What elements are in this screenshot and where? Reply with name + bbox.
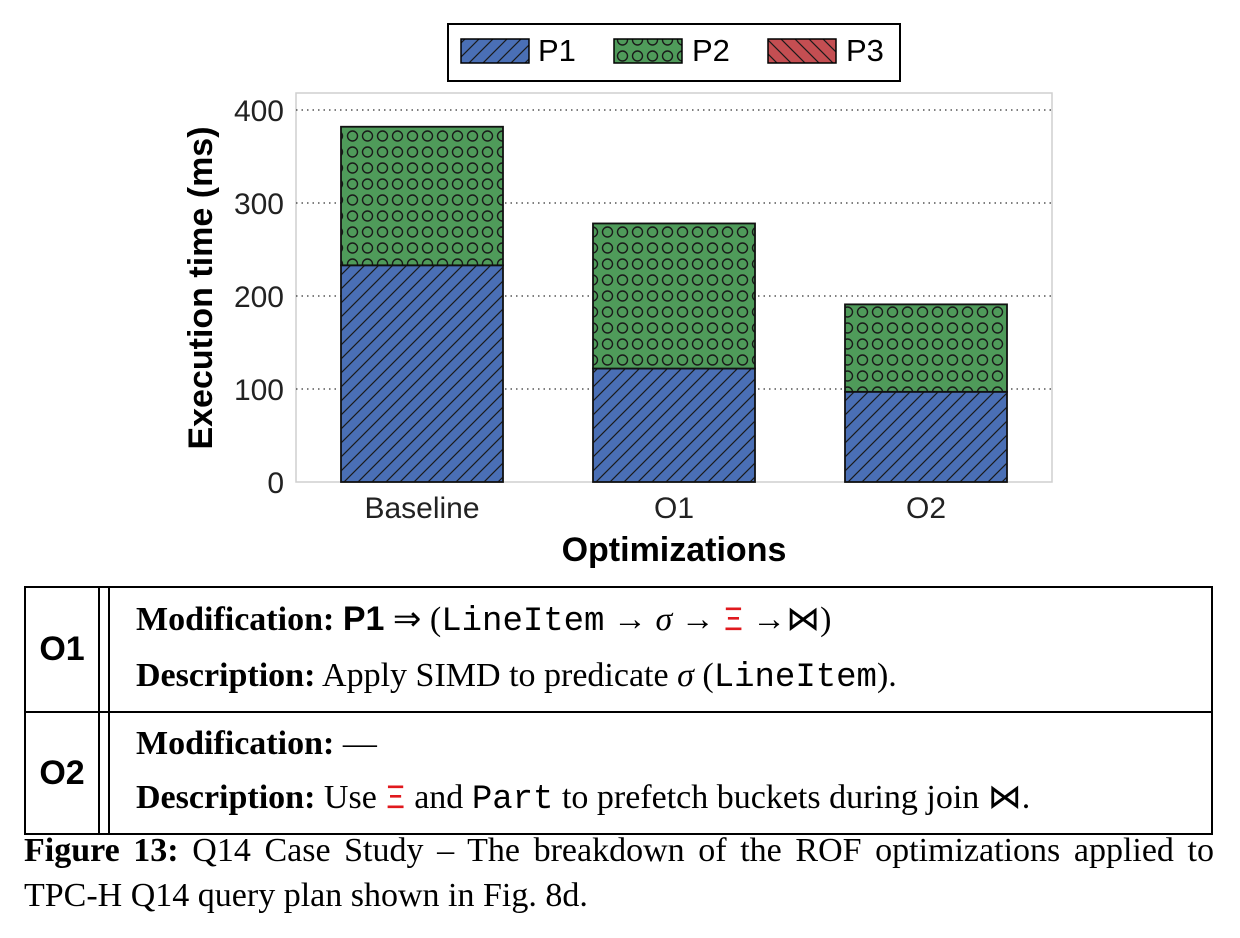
description-rest: to prefetch buckets during join <box>561 779 980 816</box>
bar-segment-p2 <box>592 222 756 370</box>
xi-symbol: Ξ <box>723 603 744 641</box>
description-and: and <box>414 779 464 816</box>
y-tick-label: 0 <box>267 467 284 500</box>
description-text: Apply SIMD to predicate <box>322 657 669 694</box>
x-axis-label: Optimizations <box>562 531 787 569</box>
legend: P1 P2 P3 <box>447 23 901 82</box>
legend-label-p1: P1 <box>538 33 576 68</box>
legend-label-p3: P3 <box>846 33 884 68</box>
close-paren: ) <box>820 601 832 638</box>
modification-line: Modification: — <box>136 717 1211 771</box>
bar-segment-p2 <box>340 125 504 267</box>
legend-swatch-p3 <box>767 38 837 64</box>
figure-caption: Figure 13: Q14 Case Study – The breakdow… <box>24 828 1214 918</box>
table-name-lineitem: LineItem <box>441 603 605 641</box>
x-tick-label: O2 <box>906 492 946 525</box>
double-rule <box>98 711 110 835</box>
y-tick-label: 100 <box>234 374 284 407</box>
open-paren: ( <box>702 657 714 694</box>
xi-symbol: Ξ <box>385 781 406 819</box>
legend-swatch-p2 <box>613 38 683 64</box>
arrow: → <box>604 601 656 638</box>
description-label: Description: <box>136 657 316 694</box>
modification-label: Modification: <box>136 725 335 762</box>
table-row-o2: O2 Modification: — Description: Use Ξ an… <box>24 711 1213 835</box>
description-line: Description: Use Ξ and Part to prefetch … <box>136 771 1211 827</box>
y-axis-label: Execution time (ms) <box>182 126 220 449</box>
stacked-bar-chart: 0 100 200 300 400 Baseline O1 O2 Execution tim… <box>182 23 1053 569</box>
table-row-o1: O1 Modification: P1 ⇒ (LineItem → σ → Ξ … <box>24 586 1213 713</box>
row-id: O1 <box>24 586 99 713</box>
double-rule <box>98 586 110 713</box>
modification-label: Modification: <box>136 601 335 638</box>
modification-value: — <box>342 725 377 762</box>
description-label: Description: <box>136 779 316 816</box>
row-id: O2 <box>24 711 99 835</box>
description-line: Description: Apply SIMD to predicate σ (… <box>136 649 1211 705</box>
x-tick-label: O1 <box>654 492 694 525</box>
sigma-symbol: σ <box>677 657 694 694</box>
open-paren: ( <box>429 601 442 638</box>
y-tick-labels: 0 100 200 300 400 <box>234 95 284 500</box>
arrow: → <box>672 601 724 638</box>
row-content: Modification: P1 ⇒ (LineItem → σ → Ξ →⋈)… <box>109 586 1213 713</box>
close-paren: ). <box>876 657 897 694</box>
y-tick-label: 400 <box>234 95 284 128</box>
bar-segment-p1 <box>592 367 756 483</box>
legend-swatch-p1 <box>460 38 530 64</box>
x-tick-label: Baseline <box>364 492 479 525</box>
table-name-part: Part <box>471 781 554 819</box>
arrow: → <box>743 601 787 638</box>
x-tick-labels: Baseline O1 O2 <box>364 492 946 525</box>
sigma-symbol: σ <box>655 601 673 638</box>
join-symbol: ⋈. <box>987 779 1031 816</box>
caption-text: Q14 Case Study – The breakdown of the RO… <box>24 832 1215 914</box>
description-use: Use <box>323 779 377 816</box>
modification-pipeline: P1 <box>342 600 385 638</box>
table-name-lineitem: LineItem <box>713 659 877 697</box>
legend-label-p2: P2 <box>692 33 730 68</box>
row-content: Modification: — Description: Use Ξ and P… <box>109 711 1213 835</box>
modification-line: Modification: P1 ⇒ (LineItem → σ → Ξ →⋈) <box>136 592 1211 649</box>
y-tick-label: 200 <box>234 281 284 314</box>
bar-segment-p1 <box>340 264 504 483</box>
implies-symbol: ⇒ <box>392 601 422 638</box>
y-tick-label: 300 <box>234 188 284 221</box>
bars <box>340 125 1008 483</box>
bar-segment-p2 <box>844 303 1008 393</box>
caption-label: Figure 13: <box>24 832 179 869</box>
optimization-table: O1 Modification: P1 ⇒ (LineItem → σ → Ξ … <box>24 586 1213 835</box>
join-symbol: ⋈ <box>786 601 821 638</box>
bar-segment-p1 <box>844 390 1008 483</box>
